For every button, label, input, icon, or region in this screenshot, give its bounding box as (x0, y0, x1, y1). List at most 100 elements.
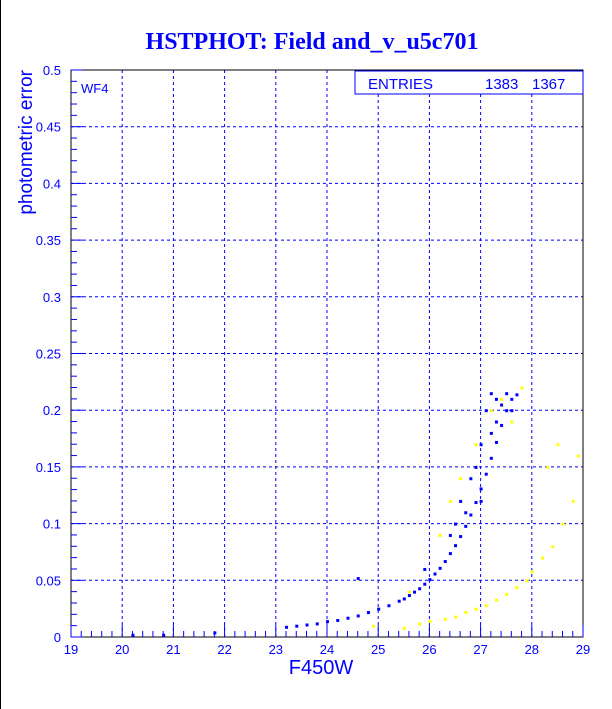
y-tick-label: 0.1 (43, 517, 61, 532)
blue-point (459, 535, 463, 539)
y-tick-label: 0.15 (36, 460, 61, 475)
blue-point (413, 590, 417, 594)
x-tick-label: 19 (64, 642, 78, 657)
blue-point (346, 616, 350, 620)
blue-point (505, 409, 509, 413)
stats-value-2: 1367 (532, 76, 565, 93)
blue-point (494, 420, 498, 424)
blue-point (428, 578, 432, 582)
yellow-point (448, 499, 452, 503)
yellow-point (556, 443, 560, 447)
yellow-point (443, 617, 447, 621)
yellow-point (372, 624, 376, 628)
yellow-point (510, 420, 514, 424)
yellow-point (489, 409, 493, 413)
x-tick-label: 23 (269, 642, 283, 657)
yellow-point (561, 522, 565, 526)
blue-point (489, 456, 493, 460)
y-axis-label: photometric error (16, 69, 37, 214)
yellow-point (474, 607, 478, 611)
blue-point (454, 544, 457, 548)
blue-point (356, 577, 360, 581)
blue-point (423, 582, 427, 586)
yellow-point (454, 615, 457, 619)
blue-point (423, 567, 427, 571)
blue-point (494, 397, 498, 401)
blue-point (505, 392, 509, 396)
blue-point (464, 524, 468, 528)
y-tick-label: 0.05 (36, 573, 61, 588)
x-tick-label: 21 (166, 642, 180, 657)
blue-point (387, 604, 391, 608)
blue-point (484, 472, 488, 476)
yellow-point (515, 586, 519, 590)
yellow-point (402, 626, 406, 630)
blue-point (418, 587, 422, 591)
stats-label: ENTRIES (368, 76, 433, 93)
blue-point (438, 566, 442, 570)
yellow-point (505, 592, 509, 596)
blue-point (326, 620, 329, 624)
yellow-point (541, 556, 545, 560)
blue-point (479, 499, 483, 503)
yellow-point (464, 611, 468, 615)
y-tick-label: 0.5 (43, 63, 61, 78)
blue-point (454, 522, 457, 526)
yellow-point (407, 590, 411, 594)
y-tick-label: 0.2 (43, 403, 61, 418)
y-tick-label: 0.4 (43, 176, 61, 191)
blue-point (474, 501, 478, 505)
blue-point (464, 511, 468, 515)
yellow-point (459, 477, 463, 481)
blue-point (448, 533, 452, 537)
y-tick-label: 0.25 (36, 347, 61, 362)
x-axis-label: F450W (289, 657, 354, 679)
blue-point (433, 572, 437, 576)
blue-point (489, 431, 493, 435)
data-points (131, 386, 580, 637)
blue-point (402, 597, 406, 601)
yellow-point (530, 570, 534, 574)
stats-box (354, 70, 584, 95)
blue-point (356, 614, 360, 618)
y-tick-label: 0.35 (36, 233, 61, 248)
blue-point (336, 618, 340, 622)
blue-point (315, 622, 319, 626)
x-tick-label: 25 (371, 642, 385, 657)
blue-point (443, 560, 447, 564)
yellow-point (494, 598, 498, 602)
blue-point (295, 624, 299, 628)
blue-point (469, 477, 473, 481)
blue-point (510, 397, 514, 401)
y-tick-label: 0.3 (43, 290, 61, 305)
x-tick-label: 24 (320, 642, 334, 657)
blue-point (377, 607, 381, 611)
yellow-point (576, 454, 580, 458)
y-tick-label: 0.45 (36, 120, 61, 135)
yellow-point (520, 386, 524, 390)
blue-point (459, 499, 463, 503)
blue-point (500, 403, 504, 407)
yellow-point (438, 533, 442, 537)
yellow-point (500, 397, 504, 401)
x-tick-label: 28 (525, 642, 539, 657)
blue-point (397, 599, 401, 603)
blue-point (515, 393, 519, 397)
blue-point (479, 443, 483, 447)
blue-point (500, 423, 504, 427)
blue-point (448, 552, 452, 556)
chart-title: HSTPHOT: Field and_v_u5c701 (146, 29, 479, 55)
yellow-point (525, 579, 529, 583)
blue-point (469, 513, 473, 517)
blue-point (474, 465, 478, 469)
yellow-point (428, 620, 432, 624)
stats-value-1: 1383 (485, 76, 518, 93)
x-tick-label: 20 (115, 642, 129, 657)
grid (71, 70, 583, 637)
blue-point (510, 409, 514, 413)
x-tick-label: 29 (576, 642, 590, 657)
yellow-point (551, 545, 555, 549)
x-tick-label: 27 (473, 642, 487, 657)
